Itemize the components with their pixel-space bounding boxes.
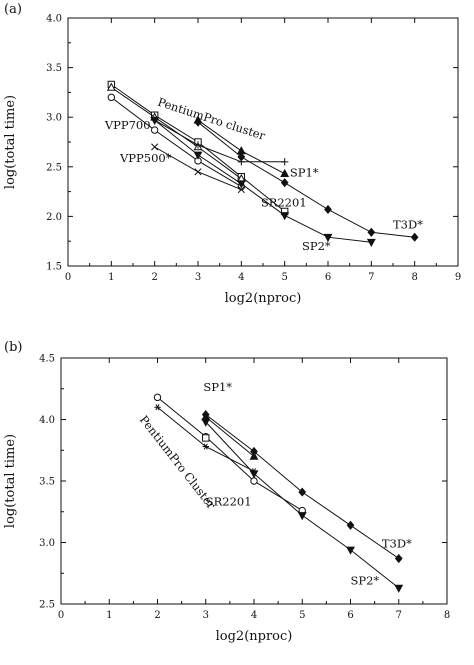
x-tick-label: 9 bbox=[455, 272, 461, 283]
annotation-label: SP2* bbox=[302, 239, 331, 253]
data-point bbox=[297, 512, 307, 521]
x-tick-label: 5 bbox=[281, 272, 287, 283]
data-point bbox=[323, 233, 333, 243]
series-6 bbox=[201, 410, 403, 564]
data-point bbox=[280, 168, 290, 178]
annotation-label: T3D* bbox=[382, 536, 412, 550]
data-point bbox=[237, 186, 245, 194]
x-tick-label: 2 bbox=[151, 272, 157, 283]
annotation-label: T3D* bbox=[393, 217, 423, 231]
y-tick-label: 3.5 bbox=[39, 477, 55, 488]
x-tick-label: 6 bbox=[325, 272, 331, 283]
x-tick-label: 7 bbox=[368, 272, 374, 283]
x-tick-label: 7 bbox=[396, 610, 402, 621]
x-axis-label: log2(nproc) bbox=[225, 291, 302, 306]
x-tick-label: 0 bbox=[58, 610, 64, 621]
series-line bbox=[154, 119, 372, 243]
data-point bbox=[410, 232, 419, 242]
data-point bbox=[237, 152, 246, 162]
data-point bbox=[324, 204, 332, 215]
data-point bbox=[194, 141, 202, 149]
data-point bbox=[107, 93, 116, 102]
data-point bbox=[151, 143, 159, 151]
data-point bbox=[367, 227, 376, 237]
panel-label: (a) bbox=[4, 2, 22, 17]
series-line bbox=[205, 416, 255, 457]
annotation-label: SP2* bbox=[351, 573, 380, 587]
data-point bbox=[202, 434, 210, 442]
data-point bbox=[153, 393, 162, 402]
data-point bbox=[201, 410, 210, 420]
series-line bbox=[110, 97, 242, 188]
x-tick-label: 3 bbox=[203, 610, 209, 621]
chart-panel-2: (b) 0 1 2 3 4 5 6 7 8 2.5 3.0 3.5 4.0 4.5 log2(nproc) lo… bbox=[3, 340, 450, 644]
x-tick-label: 1 bbox=[106, 610, 112, 621]
y-tick-label: 4.0 bbox=[39, 415, 55, 426]
data-point bbox=[280, 178, 289, 188]
data-point bbox=[193, 151, 203, 160]
y-tick-label: 2.0 bbox=[46, 212, 62, 223]
x-axis-label: log2(nproc) bbox=[216, 629, 293, 644]
x-tick-label: 4 bbox=[238, 272, 244, 283]
x-tick-label: 8 bbox=[411, 272, 417, 283]
data-point bbox=[194, 117, 202, 127]
x-tick-label: 3 bbox=[195, 272, 201, 283]
series-line bbox=[205, 414, 400, 559]
series-line bbox=[197, 121, 415, 238]
chart-panel-1: (a) 0 1 2 3 4 5 6 7 8 9 1.5 2.0 2.5 3.0 3.5 4.0 log2(npro… bbox=[3, 2, 461, 306]
x-tick-label: 6 bbox=[347, 610, 353, 621]
x-tick-label: 4 bbox=[251, 610, 257, 621]
data-point bbox=[194, 168, 202, 176]
data-point bbox=[106, 82, 116, 91]
annotation-label: SP1* bbox=[203, 380, 232, 394]
y-axis-label: log(total time) bbox=[3, 434, 18, 528]
y-tick-label: 2.5 bbox=[46, 162, 62, 173]
data-point bbox=[150, 126, 159, 134]
annotation-label: SP1* bbox=[290, 166, 319, 180]
series-8 bbox=[194, 117, 419, 242]
panel-label: (b) bbox=[4, 340, 22, 355]
data-point bbox=[236, 180, 246, 189]
y-tick-label: 4.5 bbox=[39, 354, 55, 365]
data-point bbox=[154, 404, 161, 411]
annotation-label: VPP700 bbox=[104, 118, 151, 132]
x-tick-label: 8 bbox=[444, 610, 450, 621]
y-tick-label: 1.5 bbox=[46, 262, 62, 273]
data-point bbox=[150, 116, 159, 124]
data-point bbox=[250, 446, 258, 457]
data-point bbox=[394, 584, 404, 593]
y-tick-label: 4.0 bbox=[46, 14, 62, 25]
annotation-label: PentiumPro cluster bbox=[156, 95, 268, 143]
data-point bbox=[249, 470, 259, 479]
annotation-label: VPP500* bbox=[119, 151, 172, 165]
data-point bbox=[250, 477, 258, 485]
series-2 bbox=[202, 434, 210, 442]
x-tick-label: 5 bbox=[299, 610, 305, 621]
y-tick-label: 2.5 bbox=[39, 600, 55, 611]
x-tick-label: 0 bbox=[65, 272, 71, 283]
data-point bbox=[280, 212, 290, 221]
data-point bbox=[202, 443, 209, 450]
annotation-label: SR2201 bbox=[206, 495, 252, 509]
data-point bbox=[298, 487, 307, 497]
y-tick-label: 3.0 bbox=[46, 113, 62, 124]
data-point bbox=[346, 546, 355, 555]
data-point bbox=[394, 553, 403, 564]
data-point bbox=[280, 158, 289, 166]
x-tick-label: 2 bbox=[154, 610, 160, 621]
data-point bbox=[346, 520, 355, 530]
series-5 bbox=[151, 143, 245, 194]
data-point bbox=[366, 238, 376, 248]
series-5 bbox=[201, 412, 259, 460]
y-axis-label: log(total time) bbox=[3, 95, 18, 189]
annotation-label: SR2201 bbox=[261, 195, 307, 209]
y-tick-label: 3.0 bbox=[39, 538, 55, 549]
x-tick-label: 1 bbox=[108, 272, 114, 283]
y-tick-label: 3.5 bbox=[46, 63, 62, 74]
series-4 bbox=[150, 116, 376, 248]
